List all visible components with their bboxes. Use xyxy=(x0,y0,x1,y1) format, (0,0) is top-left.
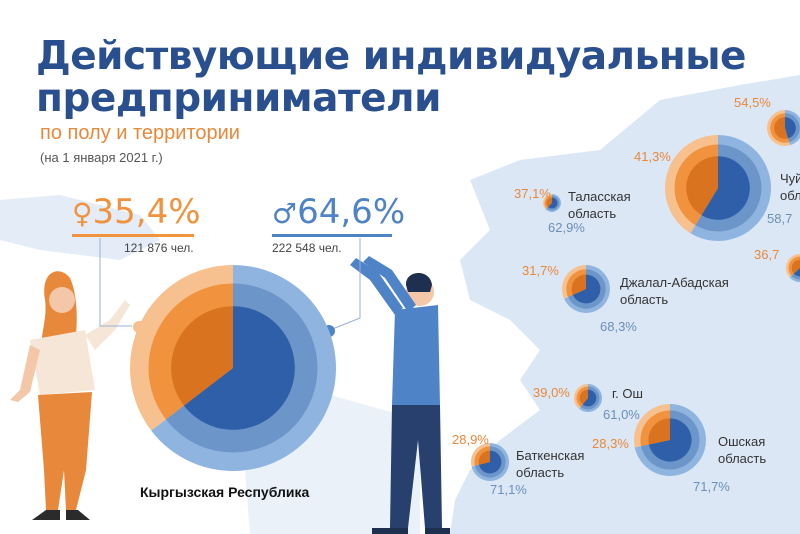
national-female-pct-value: 35,4% xyxy=(92,192,201,232)
jalal-abad-inner-female-slice xyxy=(571,274,586,295)
jalal-abad-male-pct: 68,3% xyxy=(600,319,637,334)
chui-inner-female-slice xyxy=(686,156,718,216)
talas-label: Таласская область xyxy=(568,189,631,221)
batken-label: Баткенская область xyxy=(516,448,585,480)
talas-inner-female-slice xyxy=(546,197,552,207)
osh-city-label: г. Ош xyxy=(612,386,643,401)
male-underline xyxy=(272,234,392,237)
jalal-abad-female-pct: 31,7% xyxy=(522,263,559,278)
issyk-kul-inner-male-slice xyxy=(785,117,796,139)
batken-female-pct: 28,9% xyxy=(452,432,489,447)
talas-male-pct: 62,9% xyxy=(548,220,585,235)
female-underline xyxy=(72,234,194,237)
male-leader-line xyxy=(329,238,361,331)
chui-label: Чуй обл xyxy=(780,171,800,203)
country-label: Кыргызская Республика xyxy=(140,484,310,500)
chui-male-pct: 58,7 xyxy=(767,211,793,226)
osh-region-inner-male-slice xyxy=(648,418,692,462)
title-line-2: предприниматели xyxy=(36,76,441,121)
jalal-abad-label: Джалал-Абадская область xyxy=(620,275,729,307)
batken-male-pct: 71,1% xyxy=(490,482,527,497)
osh-city-male-pct: 61,0% xyxy=(603,407,640,422)
osh-city-inner-female-slice xyxy=(579,389,588,405)
page-subtitle: по полу и территории xyxy=(40,122,240,144)
date-note: (на 1 января 2021 г.) xyxy=(40,150,163,165)
female-person-icon: ♀ xyxy=(72,197,93,230)
chui-female-pct: 41,3% xyxy=(634,149,671,164)
national-female-pct: ♀35,4% xyxy=(72,192,201,232)
osh-city-female-pct: 39,0% xyxy=(533,385,570,400)
batken-inner-female-slice xyxy=(478,450,490,465)
issyk-kul-inner-female-slice xyxy=(774,117,789,139)
national-male-pct-value: 64,6% xyxy=(297,192,406,232)
talas-inner-male-slice xyxy=(548,197,558,209)
jalal-abad-inner-male-slice xyxy=(572,274,601,304)
national-inner-female-slice xyxy=(171,306,233,406)
naryn-female-pct: 36,7 xyxy=(754,247,780,262)
page-title: Действующие индивидуальные предпринимате… xyxy=(36,36,746,120)
female-figure xyxy=(10,271,130,520)
title-line-1: Действующие индивидуальные xyxy=(36,34,746,79)
female-leader-line xyxy=(99,238,132,327)
issyk-kul-female-pct: 54,5% xyxy=(734,95,771,110)
talas-female-pct: 37,1% xyxy=(514,186,551,201)
osh-region-inner-female-slice xyxy=(648,418,670,445)
osh-region-male-pct: 71,7% xyxy=(693,479,730,494)
map-left-wave xyxy=(0,195,160,260)
osh-region-female-pct: 28,3% xyxy=(592,436,629,451)
national-male-count: 222 548 чел. xyxy=(272,241,342,255)
male-figure xyxy=(350,256,450,534)
chui-inner-male-slice xyxy=(701,156,750,220)
osh-region-label: Ошская область xyxy=(718,434,767,466)
male-person-icon: ♂ xyxy=(272,197,298,230)
naryn-inner-male-slice xyxy=(793,259,800,277)
national-female-count: 121 876 чел. xyxy=(124,241,194,255)
osh-city-inner-male-slice xyxy=(582,389,597,407)
batken-inner-male-slice xyxy=(478,450,502,474)
national-inner-male-slice xyxy=(183,306,295,430)
naryn-inner-female-slice xyxy=(791,259,800,274)
national-male-pct: ♂64,6% xyxy=(272,192,405,232)
